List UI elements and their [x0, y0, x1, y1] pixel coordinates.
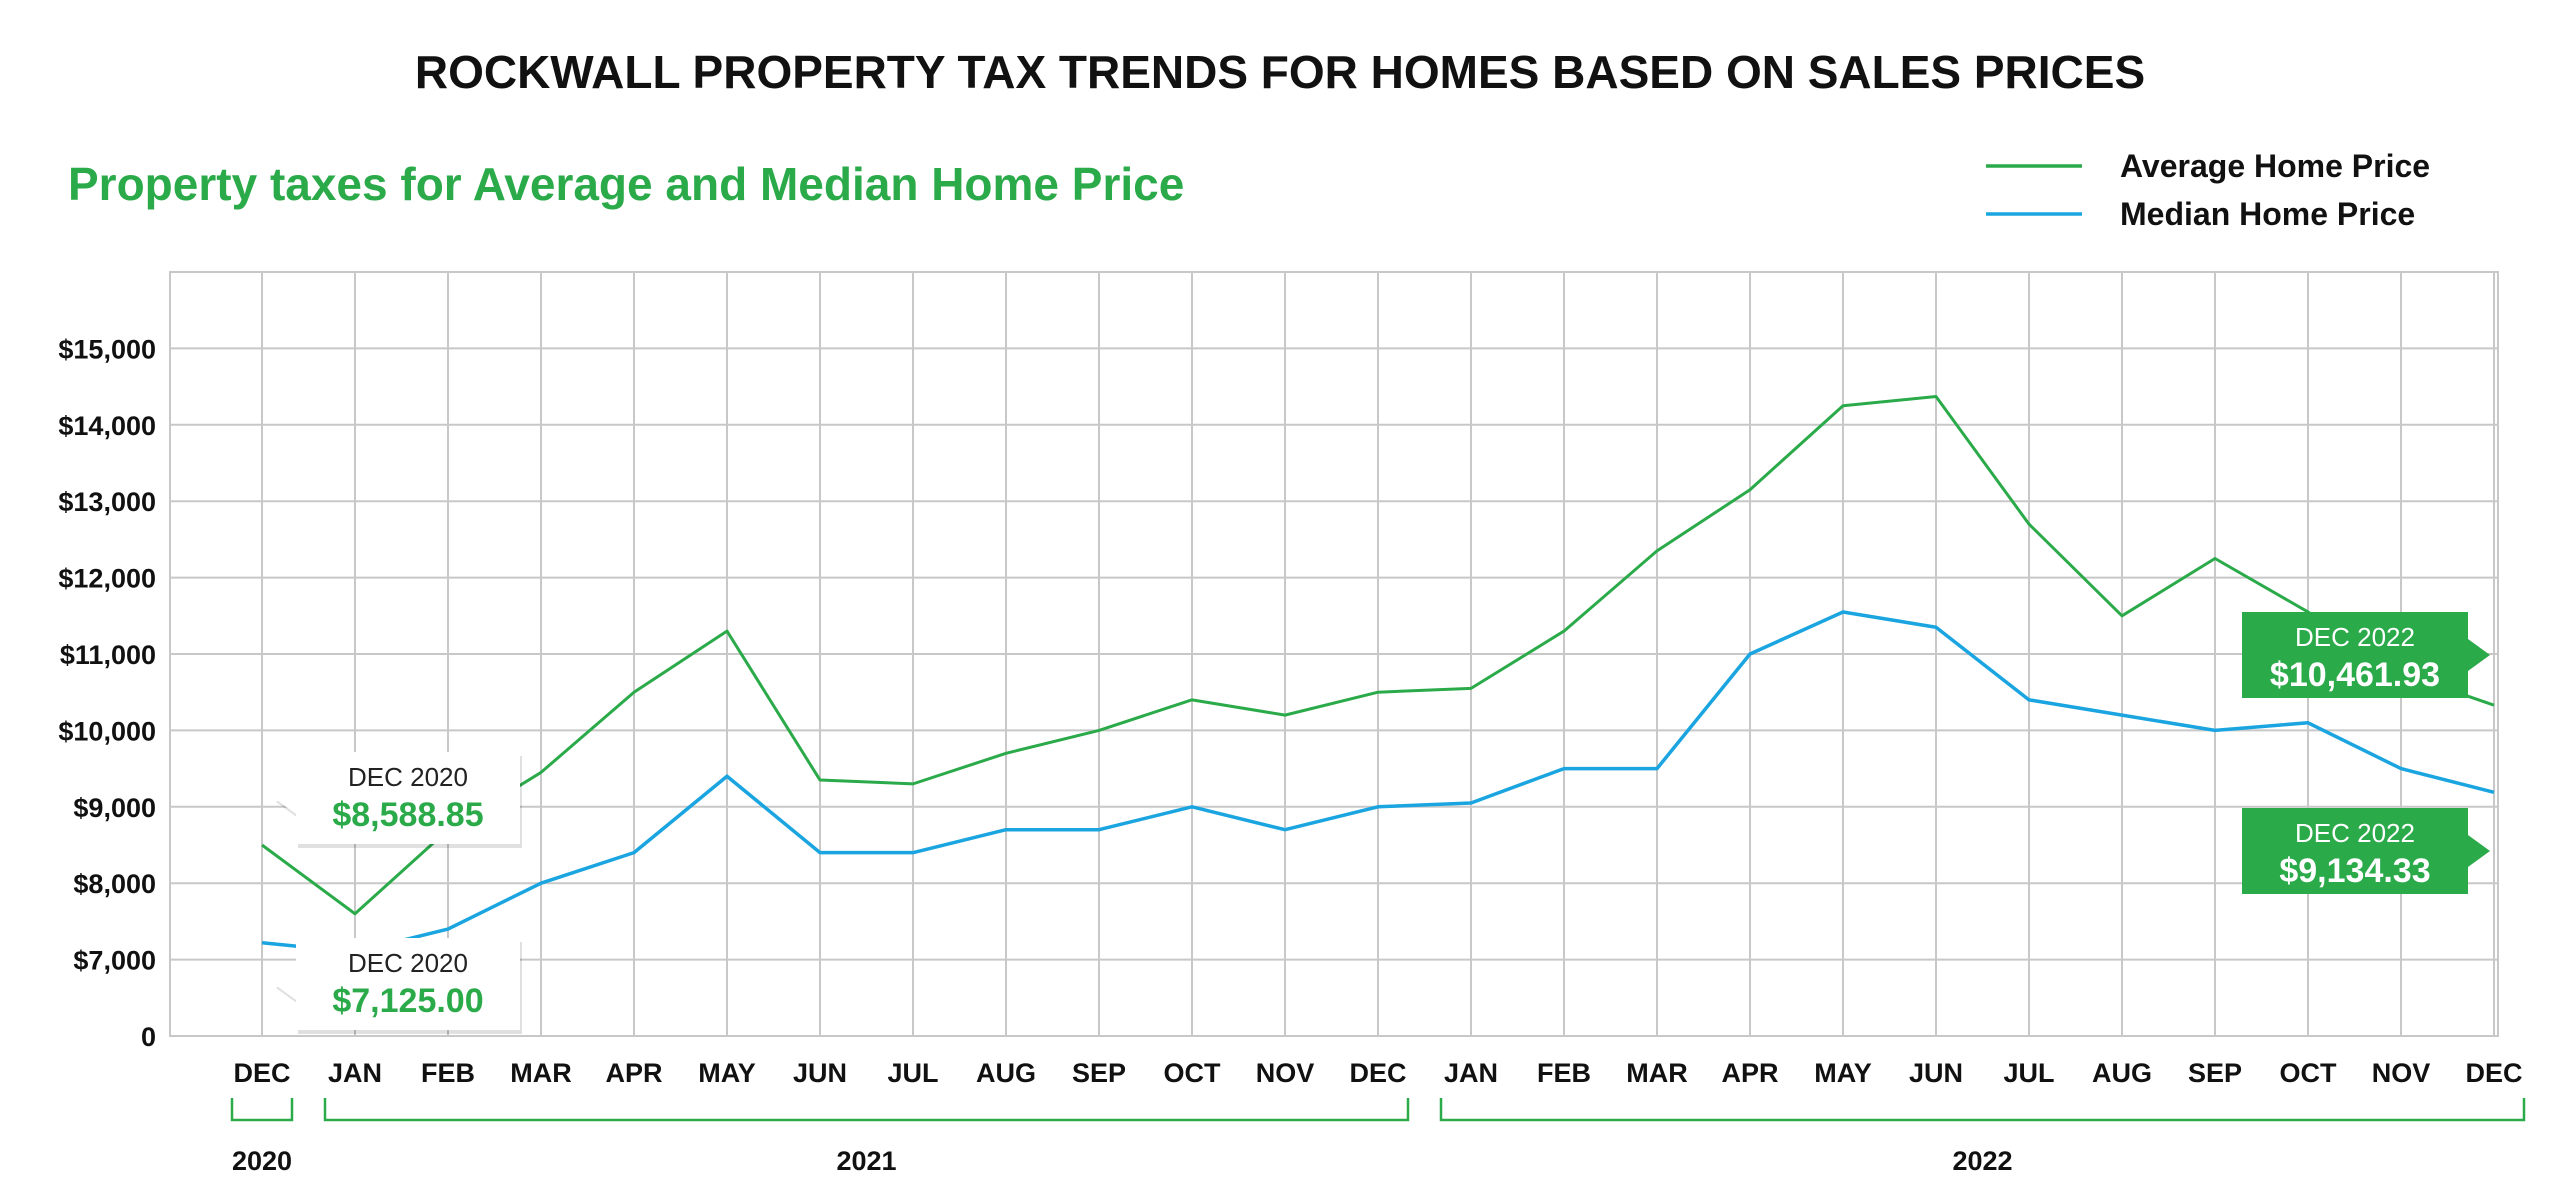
x-tick-label: JAN	[1444, 1058, 1498, 1088]
year-bracket	[1439, 1098, 2526, 1122]
callout-box	[274, 938, 520, 1030]
callout-value: $10,461.93	[2270, 656, 2440, 694]
x-tick-label: JUL	[887, 1058, 938, 1088]
callout-box	[274, 752, 520, 844]
callout-label: DEC 2022	[2295, 818, 2415, 848]
y-tick-label: 0	[141, 1022, 156, 1052]
year-label: 2021	[836, 1146, 896, 1176]
callout-box	[2242, 808, 2490, 894]
callout-label: DEC 2022	[2295, 622, 2415, 652]
x-tick-label: MAR	[1626, 1058, 1688, 1088]
x-tick-label: NOV	[2372, 1058, 2431, 1088]
callout: DEC 2022 $9,134.33	[2242, 808, 2490, 894]
callout: DEC 2020 $8,588.85	[274, 752, 522, 848]
y-tick-label: $9,000	[73, 793, 156, 823]
x-tick-label: DEC	[2465, 1058, 2522, 1088]
x-tick-label: AUG	[976, 1058, 1036, 1088]
x-tick-label: JUN	[1909, 1058, 1963, 1088]
x-tick-label: APR	[605, 1058, 662, 1088]
legend-label: Average Home Price	[2120, 148, 2430, 184]
y-tick-label: $14,000	[58, 411, 156, 441]
y-tick-label: $10,000	[58, 716, 156, 746]
chart-subtitle: Property taxes for Average and Median Ho…	[68, 158, 1184, 210]
legend-label: Median Home Price	[2120, 196, 2415, 232]
y-tick-label: $8,000	[73, 869, 156, 899]
year-label: 2020	[232, 1146, 292, 1176]
callout-label: DEC 2020	[348, 762, 468, 792]
x-tick-label: SEP	[2188, 1058, 2242, 1088]
x-tick-label: OCT	[2280, 1058, 2338, 1088]
axis-labels: 0 $7,000 $8,000 $9,000 $10,000 $11,000 $12,000…	[58, 334, 2526, 1176]
x-tick-label: MAY	[698, 1058, 756, 1088]
y-tick-label: $11,000	[60, 640, 156, 670]
callout-value: $7,125.00	[332, 982, 483, 1020]
y-tick-label: $15,000	[58, 334, 156, 364]
callout: DEC 2022 $10,461.93	[2242, 612, 2490, 698]
year-bracket	[323, 1098, 1410, 1122]
year-bracket	[230, 1098, 294, 1122]
x-tick-label: AUG	[2092, 1058, 2152, 1088]
y-tick-label: $13,000	[58, 487, 156, 517]
x-tick-label: NOV	[1256, 1058, 1315, 1088]
callout-value: $9,134.33	[2279, 852, 2430, 890]
x-tick-label: DEC	[1349, 1058, 1406, 1088]
x-tick-label: JUN	[793, 1058, 847, 1088]
grid	[169, 271, 2499, 1037]
x-tick-label: DEC	[233, 1058, 290, 1088]
legend: Average Home Price Median Home Price	[1986, 148, 2430, 232]
x-tick-label: FEB	[1537, 1058, 1591, 1088]
y-tick-label: $7,000	[73, 946, 156, 976]
callout-box	[2242, 612, 2490, 698]
callout-value: $8,588.85	[332, 796, 483, 834]
chart-title: ROCKWALL PROPERTY TAX TRENDS FOR HOMES B…	[415, 46, 2145, 98]
x-tick-label: FEB	[421, 1058, 475, 1088]
callout: DEC 2020 $7,125.00	[274, 938, 522, 1034]
x-tick-label: JUL	[2003, 1058, 2054, 1088]
y-tick-label: $12,000	[58, 564, 156, 594]
x-tick-label: MAR	[510, 1058, 572, 1088]
callout-label: DEC 2020	[348, 948, 468, 978]
x-tick-label: JAN	[328, 1058, 382, 1088]
year-label: 2022	[1952, 1146, 2012, 1176]
x-tick-label: APR	[1721, 1058, 1778, 1088]
x-tick-label: MAY	[1814, 1058, 1872, 1088]
x-tick-label: SEP	[1072, 1058, 1126, 1088]
x-tick-label: OCT	[1164, 1058, 1222, 1088]
